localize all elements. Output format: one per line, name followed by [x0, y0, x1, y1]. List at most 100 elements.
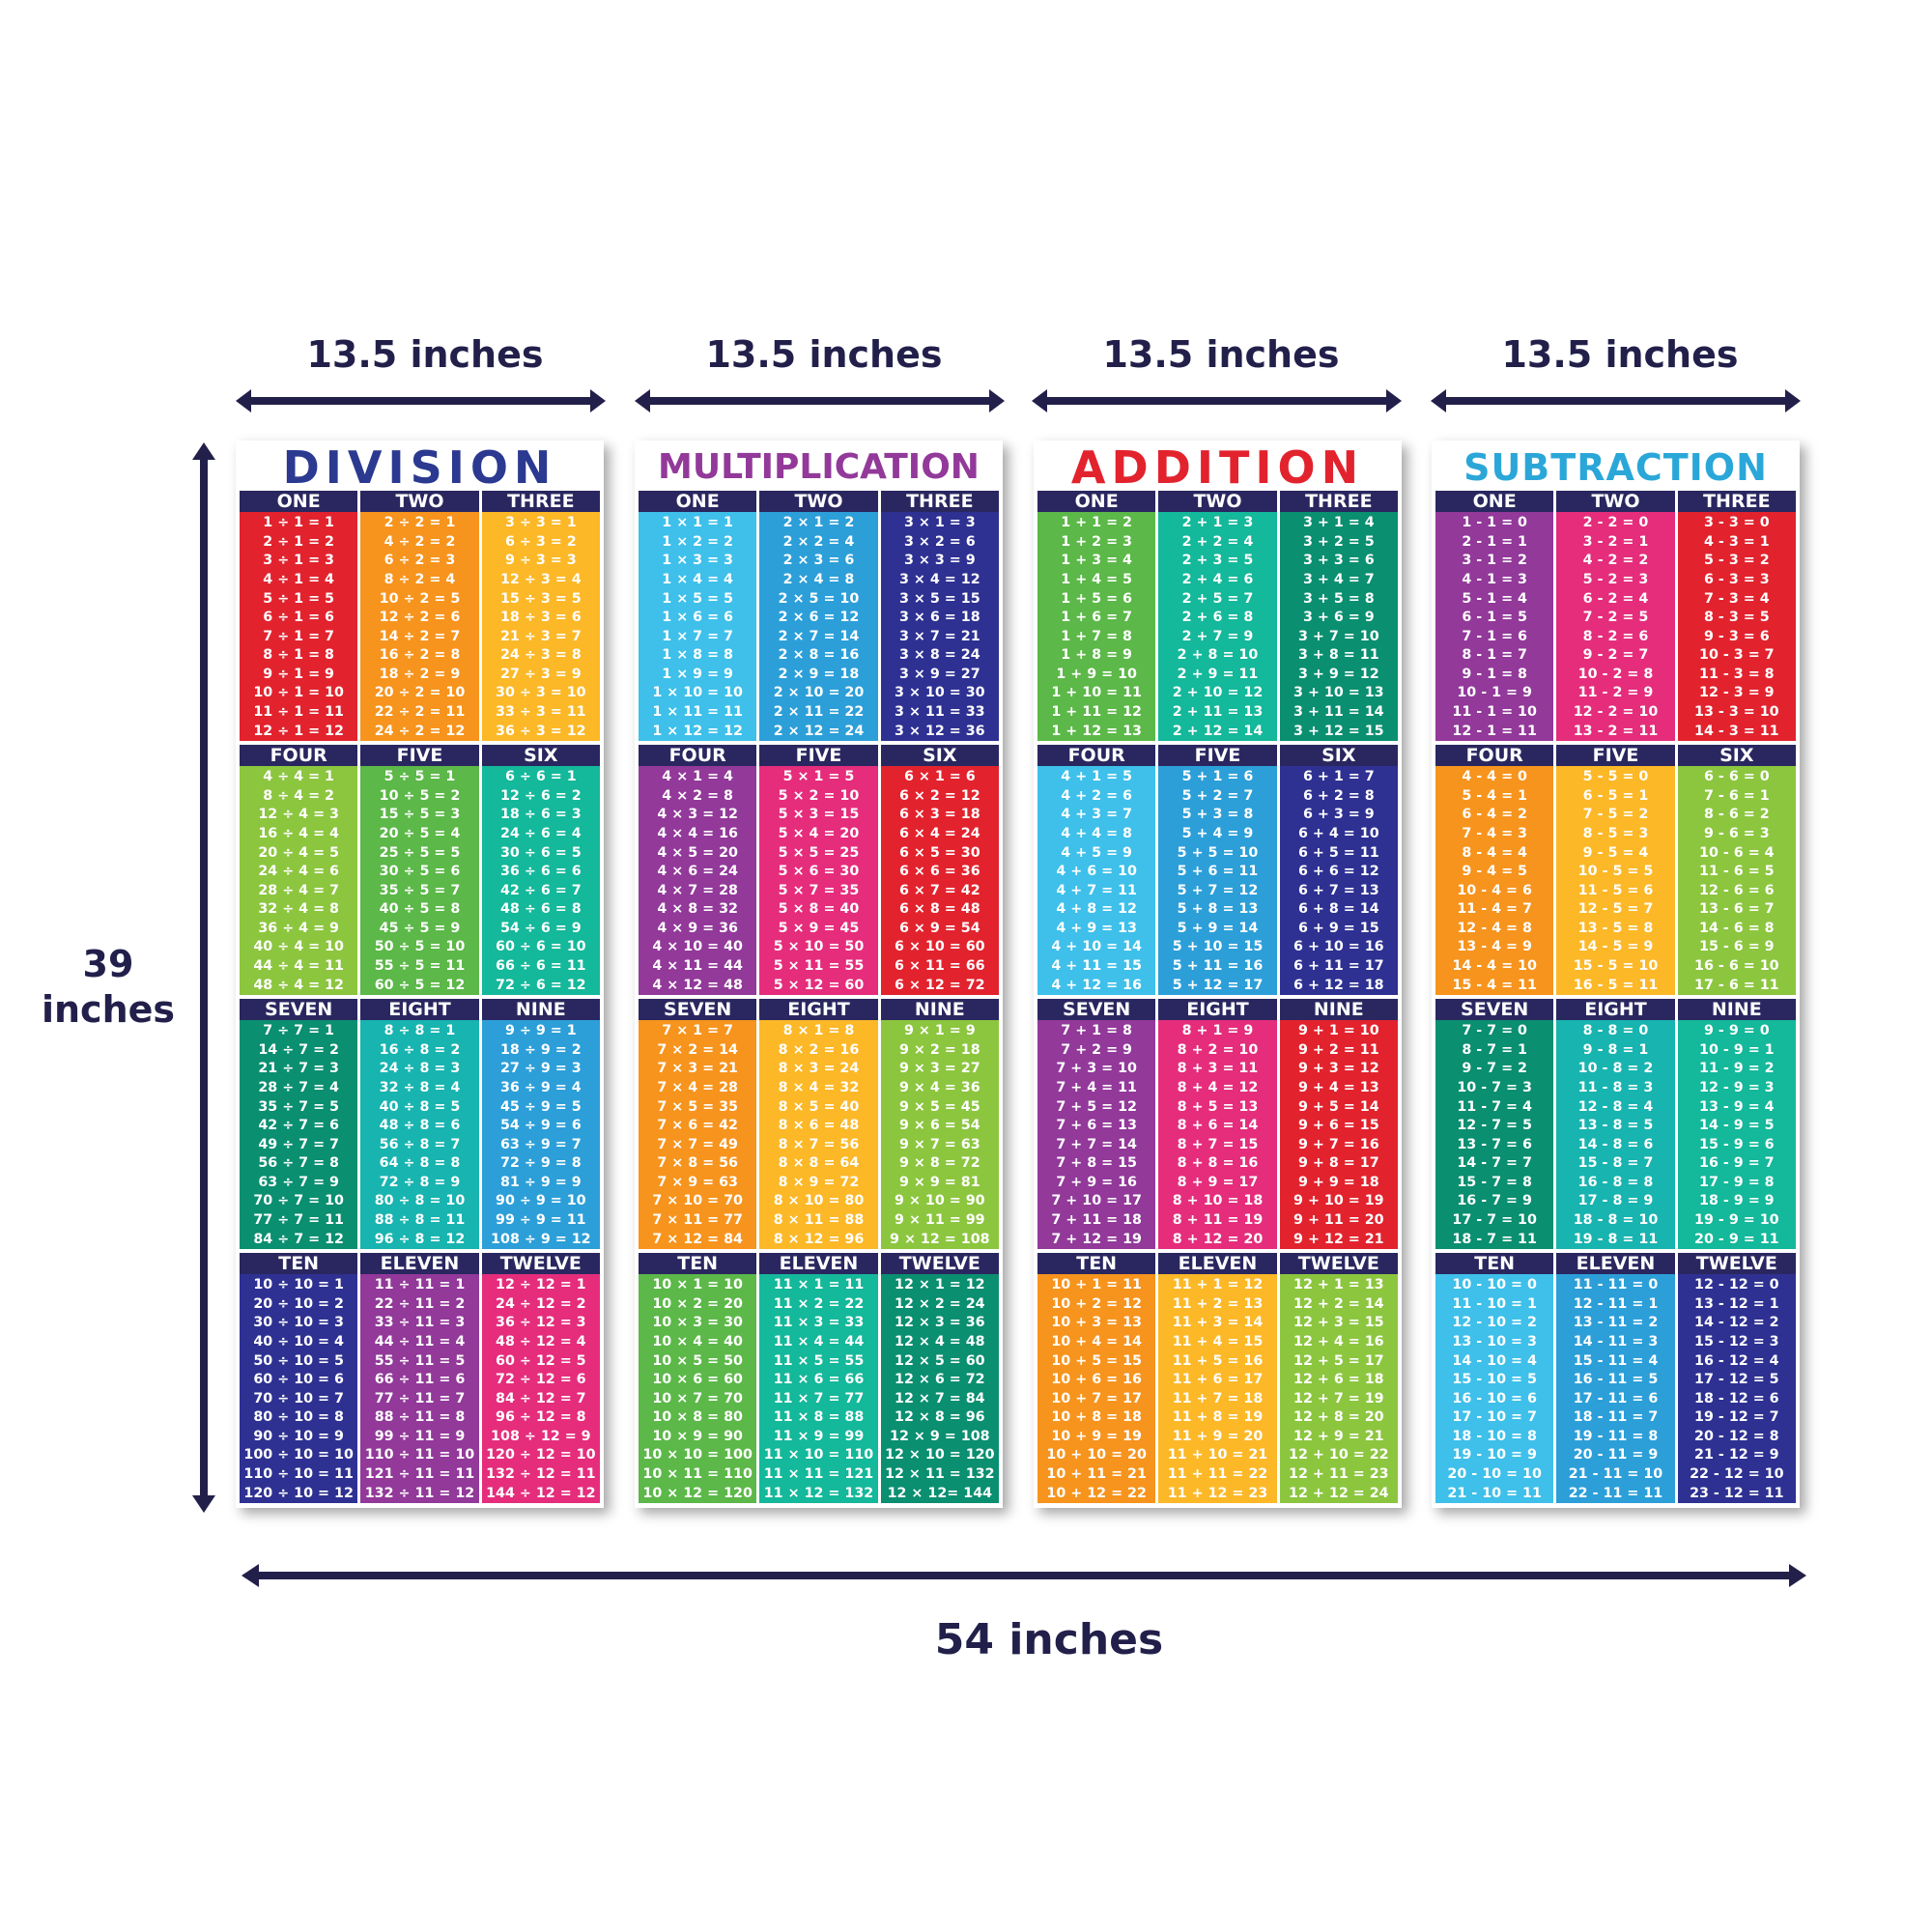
math-fact: 1 + 12 = 13 — [1051, 723, 1142, 739]
math-fact: 4 × 12 = 48 — [652, 977, 743, 993]
math-fact: 10 × 2 = 20 — [652, 1295, 743, 1312]
math-fact: 9 + 2 = 11 — [1297, 1041, 1379, 1058]
math-fact: 5 - 5 = 0 — [1582, 769, 1649, 785]
math-fact: 3 × 8 = 24 — [898, 647, 980, 664]
math-fact: 6 + 7 = 13 — [1297, 882, 1379, 898]
math-fact: 9 × 12 = 108 — [890, 1231, 990, 1247]
math-fact: 2 + 11 = 13 — [1172, 704, 1264, 721]
math-fact: 36 ÷ 9 = 4 — [499, 1080, 582, 1096]
math-fact: 3 × 11 = 33 — [895, 704, 985, 721]
poster-title: ADDITION — [1070, 441, 1365, 491]
math-fact: 7 × 4 = 28 — [657, 1080, 738, 1096]
math-fact: 11 + 12 = 23 — [1167, 1485, 1268, 1501]
math-fact: 40 ÷ 4 = 10 — [253, 939, 344, 955]
math-fact: 132 ÷ 12 = 11 — [486, 1466, 596, 1483]
section-label: FIVE — [1556, 745, 1675, 766]
math-fact: 100 ÷ 10 = 10 — [243, 1447, 354, 1463]
math-fact: 99 ÷ 9 = 11 — [496, 1212, 586, 1229]
math-fact: 13 - 3 = 10 — [1694, 704, 1779, 721]
math-fact: 99 ÷ 11 = 9 — [374, 1428, 466, 1444]
section-facts: 8 × 1 = 8 8 × 2 = 16 8 × 3 = 24 8 × 4 = 32 8… — [759, 1020, 878, 1249]
math-fact: 35 ÷ 7 = 5 — [258, 1098, 339, 1115]
math-fact: 84 ÷ 7 = 12 — [253, 1231, 344, 1247]
math-fact: 11 + 2 = 13 — [1172, 1295, 1264, 1312]
math-fact: 3 + 2 = 5 — [1302, 533, 1375, 550]
section-label: TEN — [1435, 1253, 1554, 1274]
math-fact: 11 × 11 = 121 — [763, 1466, 874, 1483]
math-fact: 80 ÷ 10 = 8 — [253, 1409, 344, 1426]
math-fact: 12 - 4 = 8 — [1457, 920, 1532, 936]
section-facts: 7 + 1 = 8 7 + 2 = 9 7 + 3 = 10 7 + 4 = 11 7 … — [1037, 1020, 1156, 1249]
fact-section-eleven: ELEVEN 11 ÷ 11 = 1 22 ÷ 11 = 2 33 ÷ 11 = 3 4… — [360, 1253, 479, 1503]
fact-section-six: SIX 6 × 1 = 6 6 × 2 = 12 6 × 3 = 18 6 × 4 = … — [880, 745, 999, 995]
math-fact: 7 - 5 = 2 — [1582, 807, 1649, 823]
math-fact: 8 - 3 = 5 — [1703, 610, 1770, 626]
math-fact: 11 + 10 = 21 — [1167, 1447, 1268, 1463]
math-fact: 9 ÷ 3 = 3 — [504, 553, 577, 569]
math-fact: 36 ÷ 4 = 9 — [258, 920, 339, 936]
math-fact: 16 - 6 = 10 — [1694, 958, 1779, 975]
height-label: 39 inches — [31, 942, 185, 1033]
math-fact: 1 + 2 = 3 — [1061, 533, 1133, 550]
math-fact: 19 - 9 = 10 — [1694, 1212, 1779, 1229]
math-fact: 16 - 10 = 6 — [1452, 1390, 1537, 1406]
poster-title: SUBTRACTION — [1463, 446, 1768, 489]
math-fact: 20 - 10 = 10 — [1447, 1466, 1542, 1483]
section-facts: 4 - 4 = 0 5 - 4 = 1 6 - 4 = 2 7 - 4 = 3 8 - … — [1435, 766, 1554, 995]
math-fact: 12 ÷ 2 = 6 — [379, 610, 461, 626]
math-fact: 1 × 12 = 12 — [652, 723, 743, 739]
math-fact: 1 + 4 = 5 — [1061, 572, 1133, 588]
section-facts: 9 + 1 = 10 9 + 2 = 11 9 + 3 = 12 9 + 4 = 13… — [1279, 1020, 1398, 1249]
math-fact: 8 × 1 = 8 — [782, 1023, 855, 1039]
section-label: THREE — [880, 491, 999, 512]
math-fact: 4 + 5 = 9 — [1061, 844, 1133, 861]
section-label: NINE — [1677, 999, 1796, 1020]
math-fact: 132 ÷ 11 = 12 — [364, 1485, 475, 1501]
math-fact: 6 + 9 = 15 — [1297, 920, 1379, 936]
section-facts: 10 × 1 = 10 10 × 2 = 20 10 × 3 = 30 10 × 4 … — [639, 1274, 757, 1503]
math-fact: 9 + 5 = 14 — [1297, 1098, 1379, 1115]
math-fact: 2 × 10 = 20 — [773, 685, 865, 701]
math-fact: 18 ÷ 6 = 3 — [499, 807, 582, 823]
math-fact: 12 × 5 = 60 — [895, 1352, 985, 1369]
math-fact: 4 × 2 = 8 — [662, 787, 734, 804]
math-fact: 14 - 3 = 11 — [1694, 723, 1779, 739]
math-fact: 28 ÷ 7 = 4 — [258, 1080, 339, 1096]
fact-grid: ONE 1 - 1 = 0 2 - 1 = 1 3 - 1 = 2 4 - 1 = 3 5… — [1435, 491, 1796, 1503]
math-fact: 6 + 4 = 10 — [1297, 826, 1379, 842]
math-fact: 6 × 3 = 18 — [898, 807, 980, 823]
math-fact: 7 × 2 = 14 — [657, 1041, 738, 1058]
section-label: FOUR — [639, 745, 757, 766]
math-fact: 96 ÷ 12 = 8 — [496, 1409, 586, 1426]
math-fact: 12 - 1 = 11 — [1452, 723, 1537, 739]
math-fact: 4 + 6 = 10 — [1056, 864, 1137, 880]
math-fact: 1 + 3 = 4 — [1061, 553, 1133, 569]
math-fact: 5 + 8 = 13 — [1177, 901, 1259, 918]
math-fact: 2 × 12 = 24 — [773, 723, 865, 739]
fact-section-ten: TEN 10 - 10 = 0 11 - 10 = 1 12 - 10 = 2 13 -… — [1435, 1253, 1554, 1503]
math-fact: 8 - 6 = 2 — [1703, 807, 1770, 823]
math-fact: 1 × 11 = 11 — [652, 704, 743, 721]
math-fact: 2 × 11 = 22 — [773, 704, 865, 721]
section-label: FIVE — [360, 745, 479, 766]
math-fact: 2 × 5 = 10 — [778, 590, 860, 607]
math-fact: 9 ÷ 1 = 9 — [263, 666, 335, 682]
math-fact: 12 + 6 = 18 — [1293, 1372, 1384, 1388]
math-fact: 13 - 11 = 2 — [1573, 1315, 1659, 1331]
math-fact: 12 + 10 = 22 — [1289, 1447, 1389, 1463]
math-fact: 12 + 11 = 23 — [1289, 1466, 1389, 1483]
width-arrow-right-head — [1785, 389, 1801, 412]
math-fact: 4 - 1 = 3 — [1462, 572, 1527, 588]
math-fact: 17 - 8 = 9 — [1577, 1193, 1654, 1209]
math-fact: 4 + 2 = 6 — [1061, 787, 1133, 804]
math-fact: 2 + 8 = 10 — [1177, 647, 1259, 664]
fact-section-three: THREE 3 ÷ 3 = 1 6 ÷ 3 = 2 9 ÷ 3 = 3 12 ÷ 3 =… — [481, 491, 600, 741]
math-fact: 8 - 5 = 3 — [1582, 826, 1649, 842]
math-fact: 3 - 1 = 2 — [1462, 553, 1527, 569]
math-fact: 10 + 10 = 20 — [1046, 1447, 1147, 1463]
math-fact: 2 + 2 = 4 — [1181, 533, 1254, 550]
math-fact: 8 × 5 = 40 — [778, 1098, 860, 1115]
math-fact: 12 ÷ 12 = 1 — [496, 1277, 586, 1293]
math-fact: 7 - 4 = 3 — [1462, 826, 1527, 842]
